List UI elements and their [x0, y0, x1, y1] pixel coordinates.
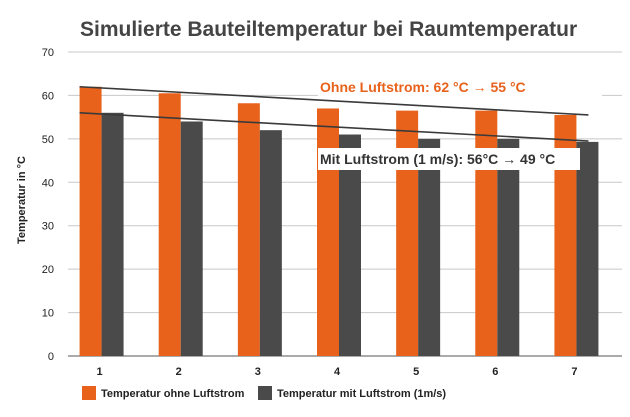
bar-mit-luftstrom	[497, 138, 520, 356]
y-tick-label: 60	[42, 90, 54, 102]
x-tick-label: 4	[334, 366, 341, 378]
y-axis-label: Temperatur in °C	[16, 156, 28, 244]
bar-mit-luftstrom	[101, 112, 124, 356]
x-tick-label: 6	[492, 366, 498, 378]
x-tick-label: 3	[255, 366, 261, 378]
chart-title: Simulierte Bauteiltemperatur bei Raumtem…	[80, 18, 577, 41]
y-tick-label: 50	[42, 134, 54, 146]
y-tick-label: 0	[48, 351, 54, 363]
y-tick-label: 30	[42, 221, 54, 233]
legend-label-mit: Temperatur mit Luftstrom (1m/s)	[277, 388, 446, 400]
bar-mit-luftstrom	[180, 121, 203, 356]
y-tick-label: 40	[42, 177, 54, 189]
axis-ticks: 0 10 20 30 40 50 60 70 1 2 3 4 5 6 7	[42, 47, 578, 378]
annotation-mit-luftstrom: Mit Luftstrom (1 m/s): 56°C → 49 °C	[320, 151, 555, 167]
legend-swatch-ohne	[82, 386, 96, 400]
trend-lines	[79, 85, 589, 142]
annotation-ohne-luftstrom: Ohne Luftstrom: 62 °C → 55 °C	[320, 79, 526, 95]
bar-ohne-luftstrom	[396, 110, 419, 356]
bar-ohne-luftstrom	[79, 86, 102, 356]
bar-ohne-luftstrom	[554, 114, 577, 356]
bar-ohne-luftstrom	[317, 108, 339, 356]
y-tick-label: 20	[42, 264, 54, 276]
legend: Temperatur ohne Luftstrom Temperatur mit…	[82, 386, 446, 400]
legend-swatch-mit	[258, 386, 272, 400]
annotation-mit-box	[318, 148, 580, 170]
bar-mit-luftstrom	[576, 141, 599, 356]
bar-mit-luftstrom	[339, 134, 361, 356]
bar-ohne-luftstrom	[237, 103, 260, 356]
x-tick-label: 1	[97, 366, 103, 378]
x-tick-label: 2	[176, 366, 182, 378]
y-tick-label: 10	[42, 308, 54, 320]
trend-line-ohne	[79, 85, 589, 116]
y-tick-label: 70	[42, 47, 54, 59]
bar-mit-luftstrom	[259, 130, 282, 356]
legend-label-ohne: Temperatur ohne Luftstrom	[101, 388, 245, 400]
bar-mit-luftstrom	[418, 138, 441, 356]
trend-line-mit	[79, 112, 589, 142]
bar-ohne-luftstrom	[475, 110, 498, 356]
x-tick-label: 5	[413, 366, 419, 378]
annotation-ohne-box	[318, 76, 602, 96]
x-tick-label: 7	[571, 366, 577, 378]
bars	[79, 86, 599, 356]
bar-ohne-luftstrom	[158, 93, 181, 356]
